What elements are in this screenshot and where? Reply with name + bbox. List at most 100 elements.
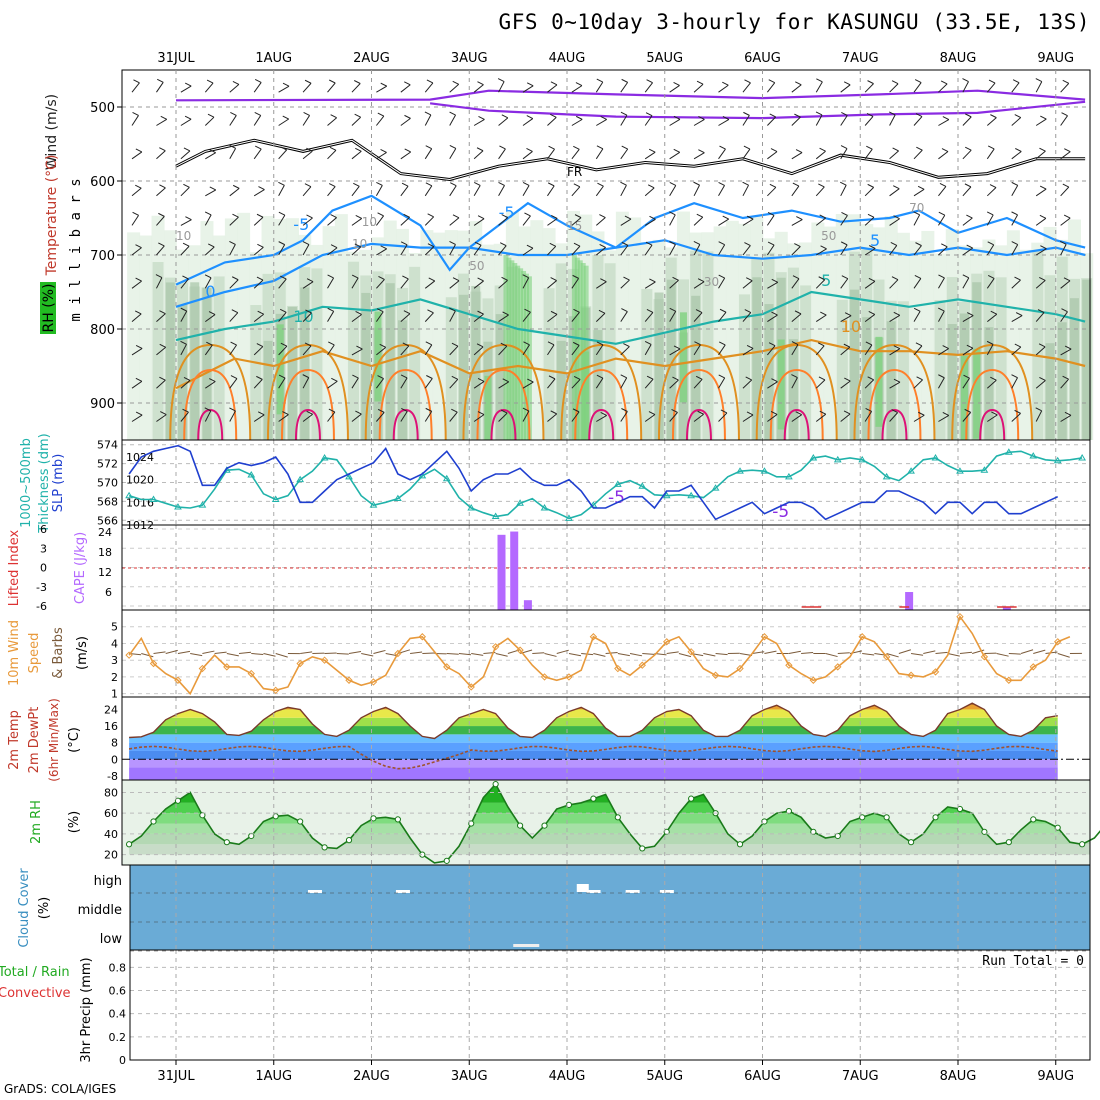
wind-barb [278,85,290,93]
wind-barb-flag [402,342,410,347]
wind-barb [229,84,240,93]
wind-barb-flag [966,344,974,349]
wind-barb [742,82,751,93]
wind-barb [840,184,847,197]
wind-barb [498,81,505,93]
wind-barb [278,278,287,289]
x-axis-label-bottom: 2AUG [353,1069,390,1084]
wind-barb-flag [893,311,900,316]
rh-shade-cell [250,305,262,440]
surface-wind-barb [471,653,484,656]
y-tick-label: 570 [97,477,118,490]
temp-band [129,767,1058,780]
wind-barb [986,148,995,160]
wind-barb [498,345,508,356]
wind-barb-flag [282,115,289,120]
wind-barb-flag [866,145,873,150]
wind-barb-flag [500,342,508,347]
wind-barb-flag [135,277,142,282]
thickness-series-point [296,475,305,483]
wind-barb [449,148,457,160]
wind-barb [1060,378,1069,389]
wind-barb [131,82,140,93]
wind-barb-flag [278,211,286,216]
wind-barb-flag [353,80,361,84]
wind-barb-flag [917,185,925,190]
wind-barb-flag [1062,79,1069,84]
wind-barb-flag [769,183,777,188]
wind-barb-flag [547,341,555,346]
surface-wind-barb [923,650,936,654]
x-axis-label-bottom: 7AUG [842,1069,879,1084]
wind-barb [571,217,582,226]
cloud-block [513,944,540,947]
wind-barb-flag [204,407,211,412]
wind-barb [473,150,484,160]
wind-barb-flag [424,111,432,116]
contour-label: 70 [909,201,924,215]
wind-barb-flag [204,274,212,279]
rh-series-point [125,841,133,848]
rh-shade-cell [512,262,518,440]
wind-barb-flag [916,146,923,151]
wind-barb-flag [573,145,580,150]
temperature-line [175,290,1086,345]
rh-shade-cell [679,312,687,403]
wind-speed-series-point [711,671,720,679]
wind-barb-flag [451,375,459,380]
wind-barb [204,214,212,226]
wind-barb-flag [719,145,726,150]
wind-barb-flag [231,276,239,281]
wind-barb-flag [964,146,972,151]
wind-speed-series-point [662,638,671,646]
surface-wind-barb [153,651,166,654]
wind-barb-flag [279,308,287,313]
wind-barb [742,115,750,126]
thickness-series-point [833,455,842,463]
wind-barb [253,82,262,93]
wind-barb [815,81,823,93]
rh-shade-cell [484,375,492,440]
wind-speed-series-point [858,633,866,641]
wind-barb [840,380,851,389]
surface-wind-barb [959,651,973,654]
wind-barb [644,151,656,160]
wind-barb-flag [720,409,728,414]
wind-barb-flag [329,146,337,151]
wind-barb-flag [451,408,458,413]
x-axis-label-bottom: 8AUG [940,1069,977,1084]
wind-barb-flag [526,82,534,87]
wind-barb [669,379,679,389]
wind-speed-series-point [809,676,818,684]
wind-barb [986,379,997,389]
wind-barb [547,280,557,289]
wind-barb-flag [305,309,312,314]
wind-barb-flag [449,145,457,149]
wind-barb-flag [477,215,485,220]
wind-barb-flag [230,112,237,116]
wind-barb-flag [135,184,142,189]
wind-barb-flag [746,345,754,349]
rh-shade-cell [263,340,273,440]
wind-barb-flag [841,112,848,116]
wind-barb [180,150,191,160]
wind-barb-flag [767,241,775,246]
ylabel-thickness-a: 1000~500mb [19,438,34,528]
wind-barb-flag [257,411,265,416]
contour-label: 10 [362,215,377,229]
wind-barb [424,312,434,322]
wind-barb [327,411,336,422]
wind-barb-flag [575,82,583,87]
wind-barb [913,379,923,389]
wind-barb [693,312,703,322]
rh-series-point [639,845,646,852]
wind-barb-flag [1012,79,1020,84]
surface-wind-barb [703,653,716,657]
wind-barb [938,214,946,226]
wind-barb [522,344,530,356]
ylabel-2m-temp: 2m Temp [7,710,22,770]
wind-speed-series-point [785,661,793,669]
thickness-series-point [1053,456,1062,464]
surface-wind-barb [1020,649,1034,654]
wind-barb [205,381,216,389]
